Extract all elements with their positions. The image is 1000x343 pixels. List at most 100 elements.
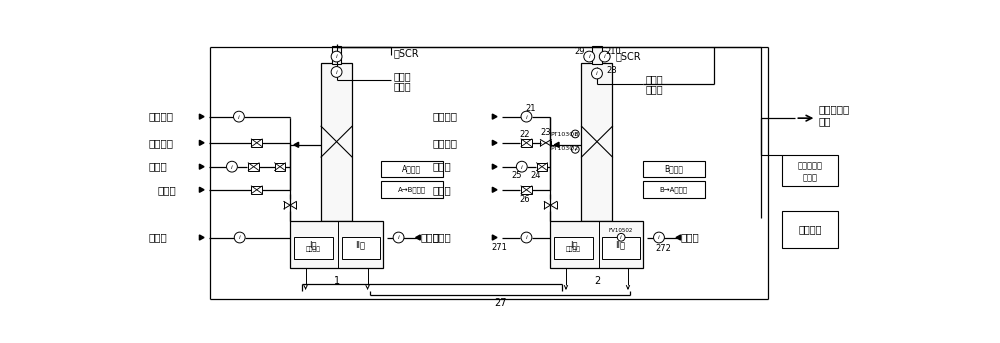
- Text: 氨母管压力: 氨母管压力: [798, 162, 823, 170]
- Text: II区: II区: [355, 240, 365, 249]
- Text: B→A切换图: B→A切换图: [660, 187, 688, 193]
- Text: 主蒸热器: 主蒸热器: [305, 246, 320, 252]
- Polygon shape: [199, 187, 204, 192]
- Text: i: i: [239, 235, 241, 240]
- Text: 2: 2: [594, 276, 600, 286]
- Circle shape: [234, 232, 245, 243]
- Bar: [290, 221, 383, 268]
- Text: i: i: [526, 235, 527, 240]
- Text: 210: 210: [606, 47, 621, 56]
- Text: i: i: [620, 235, 622, 240]
- Text: 24: 24: [530, 172, 541, 180]
- Text: FV10502: FV10502: [609, 228, 633, 233]
- Polygon shape: [492, 140, 497, 145]
- Text: 去SCR: 去SCR: [394, 48, 420, 58]
- Text: 尿素溶液: 尿素溶液: [148, 111, 173, 122]
- Text: 29: 29: [575, 47, 585, 56]
- Text: 271: 271: [491, 243, 507, 252]
- Text: 23: 23: [541, 128, 551, 137]
- Bar: [251, 139, 262, 147]
- Text: i: i: [574, 147, 576, 152]
- Text: i: i: [604, 55, 606, 59]
- Bar: [381, 161, 443, 177]
- Bar: [643, 161, 705, 177]
- Text: 蒸汽进: 蒸汽进: [433, 233, 451, 243]
- Polygon shape: [199, 140, 204, 145]
- Text: 27: 27: [494, 298, 506, 308]
- Text: 蒸汽进: 蒸汽进: [420, 233, 439, 243]
- Bar: [381, 181, 443, 198]
- Circle shape: [521, 232, 532, 243]
- Polygon shape: [676, 235, 681, 240]
- Text: 平衡阀: 平衡阀: [803, 174, 818, 183]
- Text: 26: 26: [520, 194, 530, 203]
- Polygon shape: [492, 187, 497, 192]
- Bar: [275, 163, 285, 170]
- Text: PT103Q2: PT103Q2: [550, 145, 579, 150]
- Text: 蒸汽进: 蒸汽进: [148, 162, 167, 172]
- Text: 1: 1: [334, 276, 340, 286]
- Text: i: i: [588, 55, 590, 59]
- Circle shape: [592, 68, 602, 79]
- Text: 蒸汽进: 蒸汽进: [681, 233, 699, 243]
- Text: 吸收槽: 吸收槽: [394, 81, 412, 91]
- Text: 21: 21: [525, 104, 536, 113]
- Text: I区: I区: [310, 240, 317, 249]
- Text: 272: 272: [655, 244, 671, 253]
- Bar: [251, 186, 262, 193]
- Text: 去SCR: 去SCR: [616, 51, 641, 61]
- Circle shape: [599, 51, 610, 62]
- Bar: [782, 211, 838, 248]
- Circle shape: [516, 161, 527, 172]
- Polygon shape: [492, 164, 497, 169]
- Polygon shape: [199, 164, 204, 169]
- Text: i: i: [231, 165, 233, 169]
- Text: A运行图: A运行图: [402, 165, 421, 174]
- Text: A→B切换图: A→B切换图: [398, 187, 426, 193]
- Bar: [581, 63, 612, 221]
- Circle shape: [521, 111, 532, 122]
- Circle shape: [617, 234, 625, 241]
- Text: B运行图: B运行图: [664, 165, 683, 174]
- Text: i: i: [526, 115, 527, 119]
- Bar: [342, 237, 380, 259]
- Circle shape: [234, 111, 244, 122]
- Text: i: i: [596, 71, 598, 76]
- Circle shape: [654, 232, 664, 243]
- Text: 25: 25: [511, 172, 522, 180]
- Bar: [554, 237, 593, 259]
- Text: i: i: [238, 115, 240, 119]
- Text: I区: I区: [570, 240, 577, 249]
- Polygon shape: [294, 142, 299, 147]
- Polygon shape: [199, 114, 204, 119]
- Text: 吸收槽: 吸收槽: [645, 84, 663, 94]
- Text: 系统: 系统: [819, 116, 831, 126]
- Circle shape: [571, 130, 579, 138]
- Text: 冲洗水: 冲洗水: [433, 185, 451, 195]
- Text: i: i: [336, 70, 337, 75]
- Polygon shape: [199, 235, 204, 240]
- Bar: [782, 155, 838, 186]
- Text: 22: 22: [520, 130, 530, 139]
- Bar: [521, 186, 532, 193]
- Text: 喷射空气: 喷射空气: [148, 138, 173, 148]
- Polygon shape: [416, 235, 420, 240]
- Text: PT103QB: PT103QB: [550, 131, 579, 137]
- Text: i: i: [574, 132, 576, 137]
- Text: i: i: [521, 165, 523, 169]
- Bar: [332, 46, 341, 64]
- Circle shape: [584, 51, 595, 62]
- Polygon shape: [492, 235, 497, 240]
- Polygon shape: [492, 114, 497, 119]
- Bar: [294, 237, 333, 259]
- Bar: [248, 163, 259, 170]
- Bar: [521, 139, 532, 147]
- Text: 28: 28: [606, 66, 617, 75]
- Text: i: i: [398, 235, 399, 240]
- Polygon shape: [554, 142, 559, 147]
- Text: 喷射空气: 喷射空气: [433, 138, 458, 148]
- Bar: [537, 163, 547, 170]
- Text: 冲洗水: 冲洗水: [158, 185, 176, 195]
- Text: 蒸汽进: 蒸汽进: [148, 233, 167, 243]
- Text: i: i: [336, 55, 337, 59]
